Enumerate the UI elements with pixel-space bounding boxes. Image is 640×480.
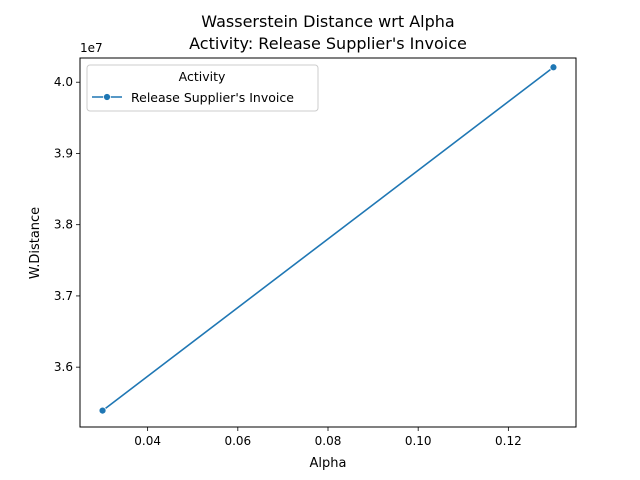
data-point <box>98 406 107 415</box>
chart-title-line-2: Activity: Release Supplier's Invoice <box>189 34 467 53</box>
y-tick-label: 4.0 <box>54 75 73 89</box>
plot-frame <box>79 57 577 428</box>
legend-series-label: Release Supplier's Invoice <box>131 90 294 105</box>
x-axis-label: Alpha <box>310 456 347 471</box>
y-tick-label: 3.6 <box>54 360 73 374</box>
legend: Activity Release Supplier's Invoice <box>86 64 319 112</box>
y-axis-label: W.Distance <box>28 207 43 279</box>
y-tick-label: 3.7 <box>54 289 73 303</box>
legend-title: Activity <box>179 69 226 84</box>
series-line <box>102 66 554 412</box>
chart-title-line-1: Wasserstein Distance wrt Alpha <box>201 12 454 31</box>
x-tick-label: 0.06 <box>224 434 251 448</box>
x-tick-label: 0.10 <box>405 434 432 448</box>
legend-box <box>86 64 319 112</box>
x-tick-label: 0.04 <box>134 434 161 448</box>
data-point <box>549 63 558 72</box>
x-axis-ticks: 0.04 0.06 0.08 0.10 0.12 <box>134 427 522 448</box>
y-axis-offset-label: 1e7 <box>80 41 103 55</box>
y-tick-label: 3.8 <box>54 218 73 232</box>
plot-series <box>98 63 558 415</box>
y-axis-ticks: 3.6 3.7 3.8 3.9 4.0 <box>54 75 80 374</box>
x-tick-label: 0.08 <box>315 434 342 448</box>
legend-marker-swatch <box>103 93 111 101</box>
x-tick-label: 0.12 <box>495 434 522 448</box>
y-tick-label: 3.9 <box>54 146 73 160</box>
